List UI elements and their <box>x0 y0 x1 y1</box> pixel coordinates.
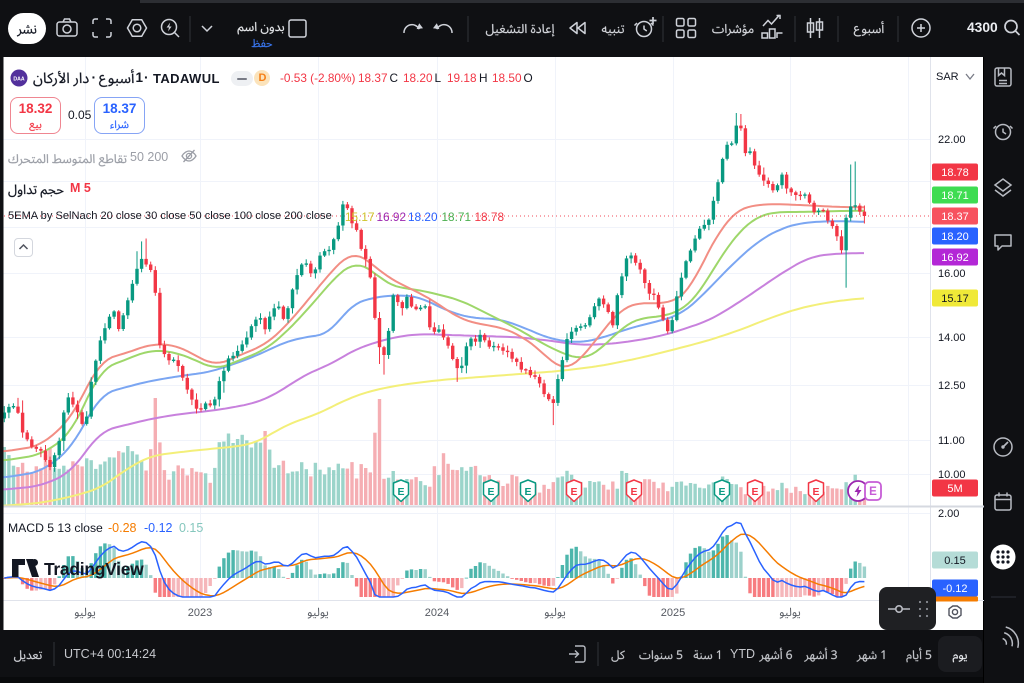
svg-text:11.00: 11.00 <box>938 435 965 447</box>
svg-text:2024: 2024 <box>425 607 449 619</box>
svg-text:DAA: DAA <box>13 76 24 82</box>
svg-text:10.00: 10.00 <box>938 469 966 481</box>
svg-text:2025: 2025 <box>661 607 685 619</box>
svg-text:14.00: 14.00 <box>938 332 966 344</box>
svg-text:18.20: 18.20 <box>941 231 969 243</box>
svg-text:15.17: 15.17 <box>941 293 969 305</box>
svg-text:18.78: 18.78 <box>941 167 969 179</box>
svg-text:18.37: 18.37 <box>941 211 969 223</box>
svg-text:16.00: 16.00 <box>938 268 966 280</box>
svg-text:E: E <box>751 486 758 498</box>
svg-text:E: E <box>812 486 819 498</box>
svg-text:18.71: 18.71 <box>941 190 969 202</box>
svg-text:E: E <box>487 486 494 498</box>
svg-text:E: E <box>630 486 637 498</box>
svg-text:2023: 2023 <box>188 607 212 619</box>
svg-text:E: E <box>524 486 531 498</box>
svg-text:2.00: 2.00 <box>938 508 959 520</box>
svg-text:22.00: 22.00 <box>938 134 966 146</box>
svg-text:5M: 5M <box>947 483 962 495</box>
svg-text:0.15: 0.15 <box>944 555 965 567</box>
svg-text:-0.12: -0.12 <box>942 583 967 595</box>
svg-text:TradingView: TradingView <box>44 559 144 579</box>
svg-text:16.92: 16.92 <box>941 252 969 264</box>
svg-text:E: E <box>570 486 577 498</box>
svg-text:12.50: 12.50 <box>938 380 966 392</box>
svg-text:E: E <box>718 486 725 498</box>
svg-text:E: E <box>869 486 877 498</box>
svg-text:E: E <box>397 486 404 498</box>
svg-text:SAR: SAR <box>936 71 959 83</box>
